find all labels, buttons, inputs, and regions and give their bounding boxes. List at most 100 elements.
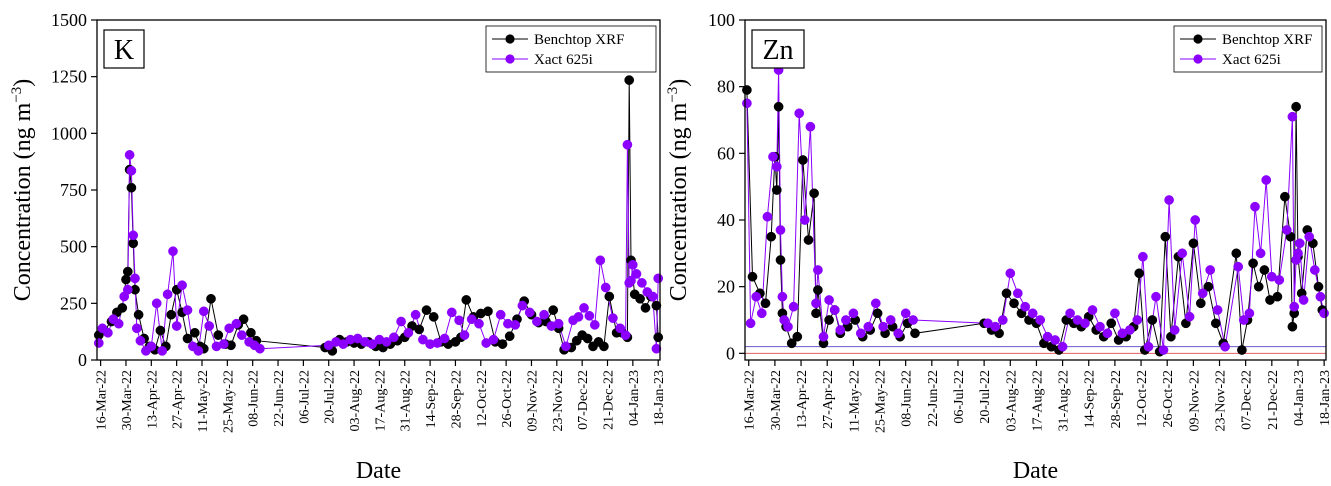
y-axis-title: Concentration (ng m−3)	[9, 79, 36, 302]
legend-label-1: Xact 625i	[1222, 52, 1281, 68]
chart-panel-0: 0 250 500 750 1000 1250 1500 16-Mar-22 30-Mar-22…	[9, 10, 667, 484]
data-point-s0-73	[599, 341, 609, 352]
data-point-s1-44	[396, 316, 406, 327]
data-point-s0-58	[504, 331, 515, 342]
data-point-s1-19	[824, 295, 834, 305]
data-point-s1-0	[742, 98, 752, 109]
data-point-s1-2	[751, 291, 762, 302]
chart-panel-1: 0 20 40 60 80 100 16-Mar-22 30-Mar-22 13-Apr-22 2…	[665, 10, 1331, 484]
series-line-1	[98, 144, 659, 352]
legend-marker-0	[1193, 34, 1203, 44]
data-point-s0-3	[760, 298, 771, 309]
x-tick-label: 11-May-22	[196, 370, 211, 432]
y-axis-title-base: Concentration (ng m	[666, 102, 692, 301]
data-point-s0-70	[582, 333, 593, 344]
data-point-s1-9	[128, 230, 139, 241]
data-point-s0-6	[122, 266, 133, 277]
data-point-s1-10	[130, 273, 140, 284]
x-tick-label: 16-Mar-22	[743, 370, 758, 430]
data-point-s0-78	[1291, 101, 1301, 112]
data-point-s1-87	[653, 273, 664, 284]
data-point-s1-75	[608, 313, 618, 323]
data-point-s1-70	[579, 303, 589, 313]
x-tick-label: 03-Aug-22	[1004, 370, 1019, 431]
data-point-s1-5	[768, 151, 778, 162]
x-tick-label: 21-Dec-22	[1266, 370, 1281, 430]
data-point-s1-21	[835, 325, 846, 335]
data-point-s0-15	[809, 188, 819, 199]
data-point-s0-84	[651, 300, 662, 311]
data-point-s0-1	[747, 271, 758, 282]
x-tick-label: 22-Jun-22	[272, 370, 287, 427]
x-tick-label: 06-Jul-22	[297, 370, 312, 424]
data-point-s0-55	[483, 306, 493, 317]
data-point-s1-70	[1255, 248, 1266, 259]
panel-label-box	[103, 29, 145, 69]
x-tick-label: 22-Jun-22	[926, 370, 941, 427]
data-point-s1-82	[631, 269, 642, 279]
data-point-s1-78	[1293, 248, 1303, 259]
x-tick-label: 08-Jun-22	[900, 370, 915, 427]
data-point-s1-35	[1005, 268, 1016, 279]
x-tick-label: 04-Jan-23	[1292, 370, 1307, 426]
data-point-s1-77	[620, 330, 631, 340]
data-point-s1-61	[517, 300, 528, 311]
data-point-s1-15	[805, 121, 816, 132]
data-point-s1-14	[146, 341, 157, 352]
data-point-s1-37	[1020, 301, 1031, 312]
data-point-s0-6	[771, 185, 782, 195]
data-point-s1-17	[162, 289, 173, 300]
data-point-s1-27	[218, 339, 229, 349]
data-point-s0-49	[1106, 318, 1117, 329]
data-point-s1-8	[775, 225, 786, 235]
data-point-s1-73	[595, 255, 606, 266]
data-point-s1-66	[1233, 261, 1244, 272]
data-point-s0-46	[421, 305, 432, 315]
data-point-s1-33	[990, 321, 1001, 332]
x-tick-label: 30-Mar-22	[120, 370, 135, 430]
x-tick-label: 17-Aug-22	[373, 370, 388, 431]
y-tick-label: 250	[60, 293, 87, 313]
data-point-s0-12	[792, 331, 803, 342]
legend-marker-0	[505, 34, 515, 44]
x-tick-label: 23-Nov-22	[1214, 370, 1229, 431]
data-point-s1-19	[171, 321, 182, 331]
x-axis-title: Date	[356, 458, 401, 484]
data-point-s0-74	[1280, 191, 1290, 202]
x-tick-label: 04-Jan-23	[627, 370, 642, 426]
x-axis-title: Date	[1013, 458, 1058, 484]
data-point-s1-76	[1289, 301, 1300, 312]
data-point-s0-70	[1253, 281, 1264, 292]
data-point-s1-69	[573, 312, 584, 322]
data-point-s0-36	[1009, 298, 1019, 309]
y-tick-label: 0	[726, 343, 735, 363]
data-point-s1-13	[794, 108, 805, 119]
data-point-s0-66	[1231, 248, 1242, 259]
data-point-s0-71	[1259, 265, 1270, 275]
data-point-s1-12	[135, 335, 146, 346]
data-point-s1-11	[131, 323, 142, 334]
data-point-s0-17	[813, 285, 823, 295]
x-tick-label: 14-Sep-22	[1083, 370, 1098, 428]
legend-box	[485, 25, 657, 73]
data-point-s0-85	[653, 332, 664, 343]
data-point-s0-20	[182, 333, 193, 344]
data-point-s1-64	[539, 309, 549, 320]
data-point-s1-49	[1110, 308, 1120, 319]
data-point-s0-21	[189, 327, 200, 338]
x-tick-label: 14-Sep-22	[424, 370, 439, 428]
data-point-s1-74	[1281, 225, 1292, 235]
y-tick-label: 40	[717, 210, 735, 230]
x-tick-label: 30-Mar-22	[769, 370, 784, 430]
y-tick-label: 1500	[51, 10, 87, 30]
data-point-s0-61	[1188, 238, 1199, 249]
data-point-s1-6	[122, 284, 133, 295]
data-point-s0-55	[1147, 315, 1158, 325]
data-point-s1-24	[855, 328, 866, 339]
y-axis-title-sup: −3	[665, 87, 681, 103]
data-point-s0-8	[126, 182, 137, 193]
data-point-s1-26	[870, 298, 881, 309]
data-point-s1-57	[488, 334, 499, 345]
